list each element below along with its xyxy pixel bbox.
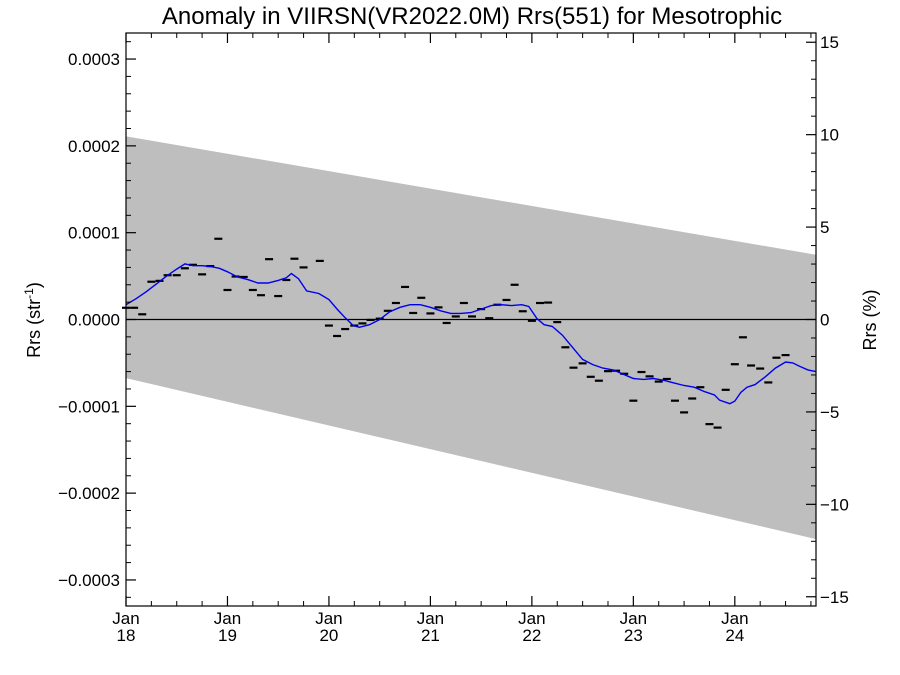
y-left-tick-label: −0.0002 [58, 484, 120, 503]
running-mean-layer [125, 263, 817, 405]
y-left-tick-label: 0.0002 [68, 137, 120, 156]
y-axis-right-label: Rrs (%) [860, 290, 880, 351]
x-tick-year: 20 [319, 626, 338, 645]
y-left-tick-label: −0.0003 [58, 571, 120, 590]
y-left-tick-label: 0.0000 [68, 311, 120, 330]
x-tick-month: Jan [721, 609, 748, 628]
chart-title: Anomaly in VIIRSN(VR2022.0M) Rrs(551) fo… [162, 3, 782, 30]
x-tick-month: Jan [518, 609, 545, 628]
x-tick-month: Jan [620, 609, 647, 628]
y-axis-right: 15 10 5 0 −5 −10 −15 [806, 33, 849, 607]
y-left-tick-label: 0.0001 [68, 224, 120, 243]
y-axis-left-label: Rrs (str-1) [22, 282, 44, 358]
y-right-tick-label: 10 [820, 126, 839, 145]
x-tick-month: Jan [214, 609, 241, 628]
y-right-tick-label: 0 [820, 311, 829, 330]
y-left-tick-label: 0.0003 [68, 50, 120, 69]
y-axis-left: 0.0003 0.0002 0.0001 0.0000 −0.0001 −0.0002 −0… [58, 41, 136, 598]
x-tick-month: Jan [417, 609, 444, 628]
y-right-tick-label: 5 [820, 218, 829, 237]
x-tick-year: 24 [725, 626, 744, 645]
x-tick-month: Jan [315, 609, 342, 628]
running-mean-line [125, 263, 817, 405]
uncertainty-band [126, 136, 816, 540]
x-tick-year: 22 [522, 626, 541, 645]
x-tick-month: Jan [112, 609, 139, 628]
y-right-tick-label: −15 [820, 588, 849, 607]
y-right-tick-label: −10 [820, 495, 849, 514]
x-tick-year: 18 [117, 626, 136, 645]
x-tick-year: 21 [421, 626, 440, 645]
y-right-tick-label: 15 [820, 33, 839, 52]
x-tick-year: 23 [624, 626, 643, 645]
x-tick-year: 19 [218, 626, 237, 645]
y-right-tick-label: −5 [820, 403, 839, 422]
y-left-tick-label: −0.0001 [58, 397, 120, 416]
uncertainty-band-layer [126, 136, 816, 540]
